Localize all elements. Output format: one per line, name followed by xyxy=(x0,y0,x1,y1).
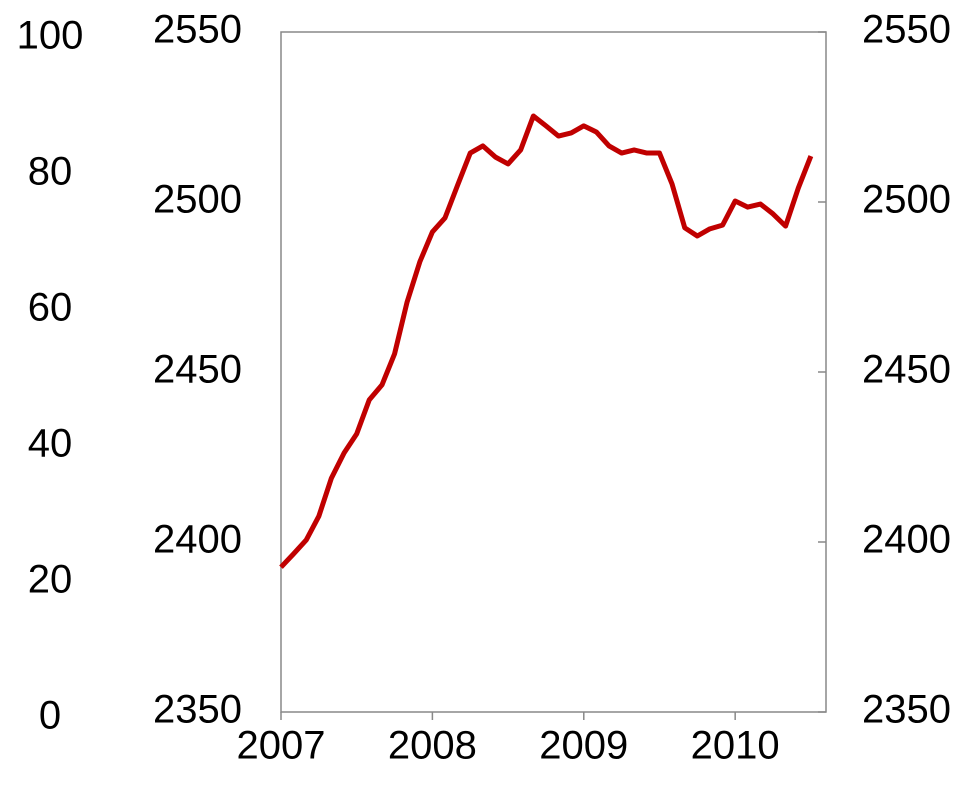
y2-tick-label-right: 2400 xyxy=(862,518,951,562)
y-tick-label: 0 xyxy=(39,694,61,738)
y-tick-label: 20 xyxy=(28,558,73,602)
y2-tick-label-left: 2400 xyxy=(153,518,242,562)
series-line xyxy=(279,113,814,569)
y-tick-label: 40 xyxy=(28,422,73,466)
y-tick-label: 60 xyxy=(28,286,73,330)
y2-tick-label-left: 2450 xyxy=(153,348,242,392)
y2-tick-label-right: 2500 xyxy=(862,178,951,222)
y-tick-label: 100 xyxy=(17,14,84,58)
y2-tick-label-left: 2500 xyxy=(153,178,242,222)
y2-tick-label-right: 2550 xyxy=(862,8,951,52)
x-tick-label: 2009 xyxy=(539,724,628,768)
x-tick-label: 2010 xyxy=(691,724,780,768)
y2-tick-label-right: 2350 xyxy=(862,688,951,732)
y2-tick-label-right: 2450 xyxy=(862,348,951,392)
x-tick-label: 2007 xyxy=(237,724,326,768)
y2-tick-label-left: 2350 xyxy=(153,688,242,732)
x-tick-label: 2008 xyxy=(388,724,477,768)
y2-tick-label-left: 2550 xyxy=(153,8,242,52)
y-tick-label: 80 xyxy=(28,150,73,194)
